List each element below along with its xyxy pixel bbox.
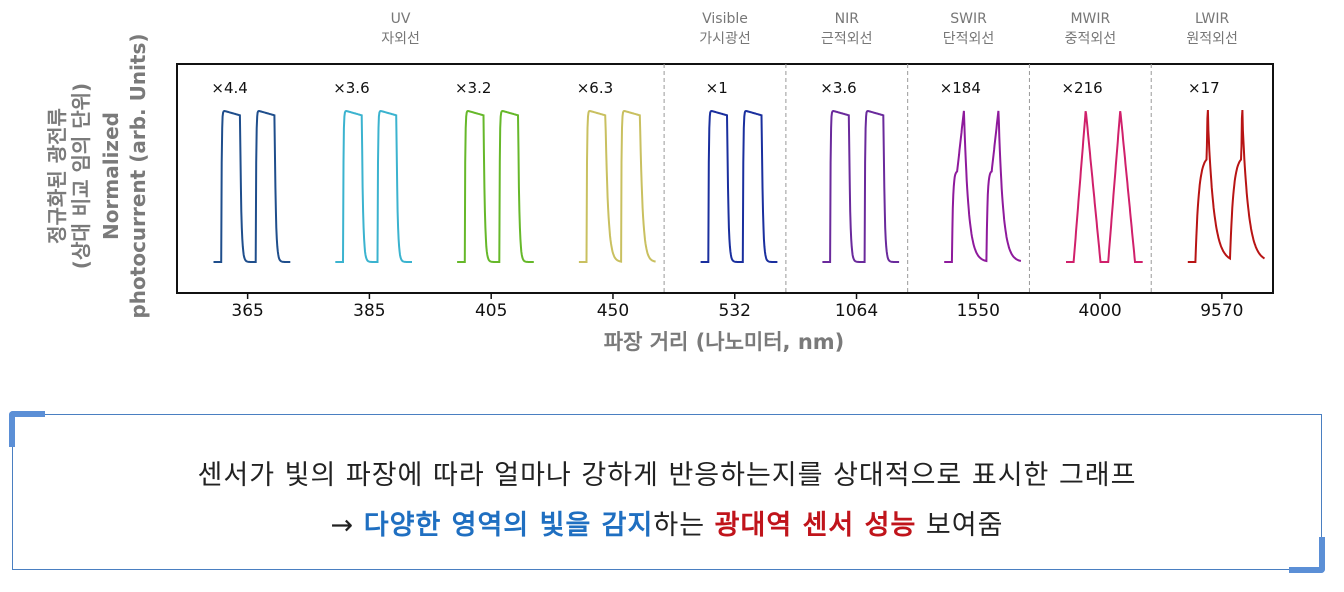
trace-9570: [1187, 109, 1266, 263]
x-tick-label-532: 532: [719, 301, 751, 321]
x-axis-label: 파장 거리 (나노미터, nm): [604, 330, 845, 354]
band-label-ko-visible: 가시광선: [699, 31, 751, 47]
y-axis-label-ko-sub: (상대 비교 임의 단위): [69, 83, 93, 269]
trace-4000: [1066, 111, 1143, 263]
caption-line-2: → 다양한 영역의 빛을 감지하는 광대역 센서 성능 보여줌: [13, 503, 1321, 542]
multiplier-label-385: ×3.6: [333, 79, 369, 97]
y-axis-label-group: 정규화된 광전류 (상대 비교 임의 단위) Normalized photoc…: [45, 33, 150, 318]
band-label-ko-mwir: 중적외선: [1065, 31, 1117, 47]
x-tick-label-1550: 1550: [957, 301, 1000, 321]
x-tick-label-4000: 4000: [1078, 301, 1121, 321]
x-tick-label-450: 450: [597, 301, 629, 321]
x-ticks: 365 385 405 450 532 1064 1550 4000 9570: [231, 293, 1243, 321]
multiplier-label-4000: ×216: [1061, 79, 1102, 97]
trace-385: [335, 109, 412, 263]
multiplier-label-365: ×4.4: [211, 79, 247, 97]
corner-accent-bottom-right: [1289, 537, 1325, 573]
band-label-uv: UV: [391, 11, 411, 27]
trace-365: [213, 109, 291, 263]
band-label-ko-lwir: 원적외선: [1186, 31, 1238, 47]
multiplier-label-450: ×6.3: [577, 79, 613, 97]
caption-arrow: →: [330, 510, 364, 541]
band-label-ko-nir: 근적외선: [821, 31, 873, 47]
band-label-ko-uv: 자외선: [381, 31, 420, 47]
x-tick-label-405: 405: [475, 301, 507, 321]
x-tick-label-9570: 9570: [1200, 301, 1243, 321]
x-tick-label-1064: 1064: [835, 301, 878, 321]
plot-frame: [176, 63, 1274, 294]
band-label-nir: NIR: [835, 11, 860, 27]
trace-450: [578, 109, 656, 263]
y-axis-label-ko: 정규화된 광전류: [45, 108, 69, 244]
photocurrent-chart: 정규화된 광전류 (상대 비교 임의 단위) Normalized photoc…: [45, 11, 1274, 354]
caption-box: 센서가 빛의 파장에 따라 얼마나 강하게 반응하는지를 상대적으로 표시한 그…: [9, 411, 1325, 573]
traces: ×4.4 ×3.6 ×3.2 ×6.3 ×1 ×3.6 ×184 ×216 ×17: [211, 79, 1266, 263]
band-label-mwir: MWIR: [1070, 11, 1110, 27]
corner-accent-top-left: [9, 411, 45, 447]
caption-highlight-broadband: 광대역 센서 성능: [714, 510, 917, 541]
multiplier-label-1550: ×184: [940, 79, 981, 97]
band-label-visible: Visible: [702, 11, 748, 27]
band-labels: UV 자외선 Visible 가시광선 NIR 근적외선 SWIR 단적외선 MWIR 중적외선 L…: [381, 11, 1238, 47]
y-axis-label-en: Normalized: [99, 112, 123, 240]
caption-suffix: 보여줌: [916, 510, 1004, 541]
band-label-swir: SWIR: [950, 11, 987, 27]
trace-532: [700, 109, 778, 263]
band-dividers: [663, 64, 1152, 293]
multiplier-label-1064: ×3.6: [820, 79, 856, 97]
multiplier-label-532: ×1: [706, 79, 728, 97]
trace-1550: [944, 110, 1022, 263]
trace-405: [457, 109, 534, 263]
caption-highlight-detect: 다양한 영역의 빛을 감지: [363, 510, 654, 541]
multiplier-label-405: ×3.2: [455, 79, 491, 97]
caption-mid: 하는: [653, 510, 715, 541]
band-label-ko-swir: 단적외선: [943, 31, 995, 47]
y-axis-label-en-sub: photocurrent (arb. Units): [126, 33, 150, 318]
trace-1064: [822, 109, 900, 263]
x-tick-label-385: 385: [353, 301, 385, 321]
caption-line-1: 센서가 빛의 파장에 따라 얼마나 강하게 반응하는지를 상대적으로 표시한 그…: [197, 460, 1137, 491]
multiplier-label-9570: ×17: [1188, 79, 1220, 97]
band-label-lwir: LWIR: [1195, 11, 1229, 27]
x-tick-label-365: 365: [231, 301, 263, 321]
